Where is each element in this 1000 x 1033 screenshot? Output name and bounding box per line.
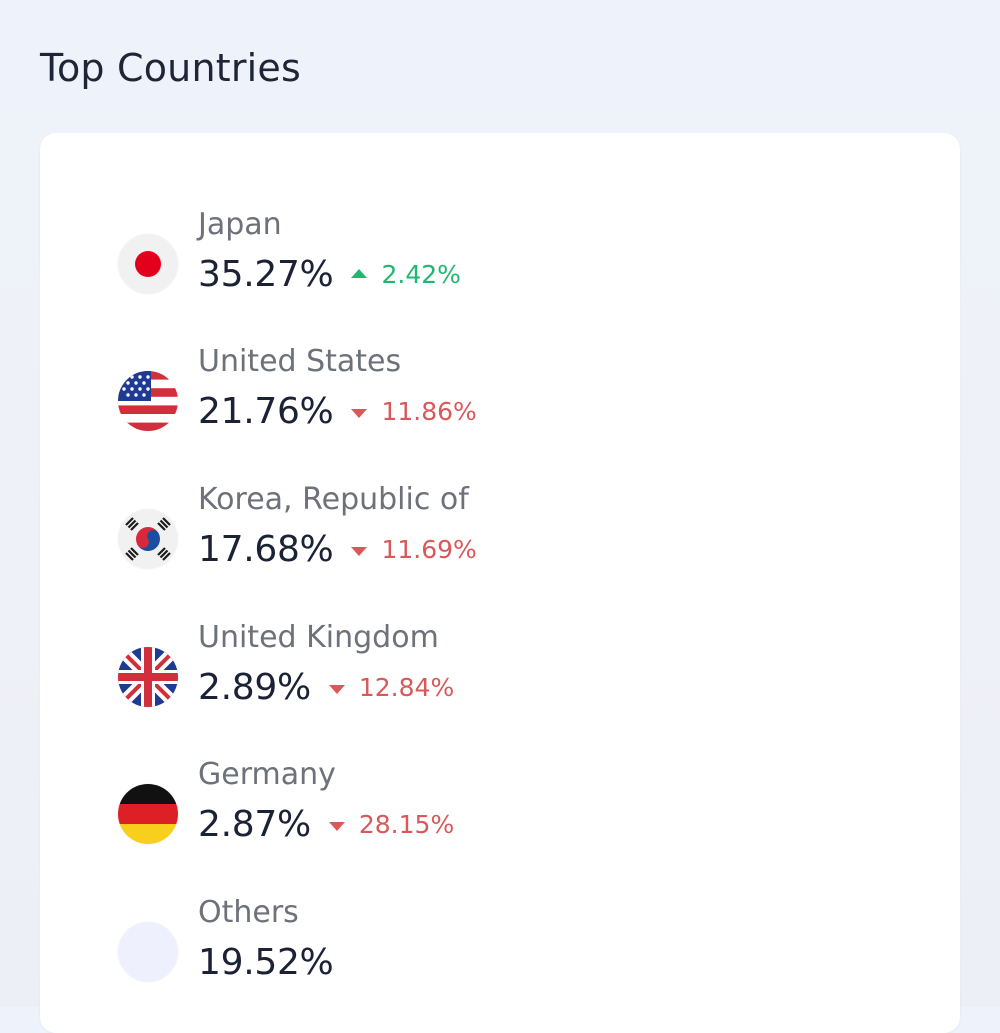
page-title: Top Countries — [40, 46, 302, 90]
country-name: Korea, Republic of — [198, 482, 469, 517]
country-stats: 2.87% 28.15% — [198, 801, 454, 849]
country-name: Germany — [198, 757, 336, 792]
country-stats: 2.89% 12.84% — [198, 664, 454, 712]
country-stats: 35.27% 2.42% — [198, 251, 461, 299]
country-row-others: Others 19.52% — [118, 893, 818, 1013]
country-stats: 21.76% 11.86% — [198, 388, 477, 436]
country-name: United Kingdom — [198, 620, 439, 655]
country-row-united-kingdom: United Kingdom 2.89% 12.84% — [118, 618, 818, 738]
top-countries-card: Japan 35.27% 2.42% — [40, 133, 960, 1033]
korea-flag-icon — [118, 509, 178, 569]
trend-down-icon — [328, 821, 345, 831]
others-dot-icon — [118, 922, 178, 982]
country-name: Others — [198, 895, 299, 930]
germany-flag-icon — [118, 784, 178, 844]
country-change: 12.84% — [358, 673, 455, 702]
country-share: 21.76% — [198, 391, 334, 432]
trend-down-icon — [351, 546, 368, 556]
country-stats: 19.52% — [198, 939, 334, 987]
country-name: Japan — [198, 207, 282, 242]
country-row-korea: Korea, Republic of 17.68% 11.69% — [118, 480, 818, 600]
country-change: 28.15% — [358, 810, 455, 839]
country-share: 2.89% — [198, 667, 311, 708]
japan-flag-icon — [118, 234, 178, 294]
us-flag-icon — [118, 371, 178, 431]
country-share: 17.68% — [198, 529, 334, 570]
trend-down-icon — [328, 684, 345, 694]
uk-flag-icon — [118, 647, 178, 707]
country-change: 11.86% — [381, 397, 477, 426]
country-row-germany: Germany 2.87% 28.15% — [118, 755, 818, 875]
trend-up-icon — [351, 268, 368, 278]
country-row-united-states: United States 21.76% 11.86% — [118, 342, 818, 462]
country-name: United States — [198, 344, 402, 379]
country-change: 11.69% — [381, 535, 477, 564]
trend-down-icon — [351, 408, 368, 418]
country-share: 2.87% — [198, 804, 311, 845]
country-change: 2.42% — [381, 260, 461, 289]
country-share: 19.52% — [198, 942, 334, 983]
country-share: 35.27% — [198, 254, 334, 295]
country-row-japan: Japan 35.27% 2.42% — [118, 205, 818, 325]
country-stats: 17.68% 11.69% — [198, 526, 477, 574]
